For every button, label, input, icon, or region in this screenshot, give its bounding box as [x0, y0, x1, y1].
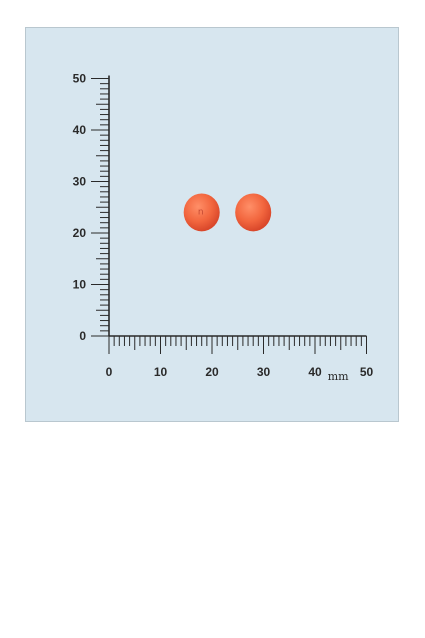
- y-label-20: 20: [73, 226, 87, 240]
- x-label-30: 30: [257, 365, 271, 379]
- ruler: [91, 75, 367, 354]
- y-label-10: 10: [73, 278, 87, 292]
- x-label-20: 20: [205, 365, 219, 379]
- tablets: n: [183, 193, 272, 232]
- x-label-50: 50: [360, 365, 374, 379]
- y-label-40: 40: [73, 123, 87, 137]
- x-label-10: 10: [154, 365, 168, 379]
- y-label-50: 50: [73, 72, 87, 86]
- tablet-imprint: n: [198, 207, 204, 217]
- tablet-left: [183, 193, 220, 232]
- y-label-0: 0: [79, 329, 86, 343]
- unit-label: mm: [328, 370, 349, 383]
- y-label-30: 30: [73, 175, 87, 189]
- x-label-0: 0: [106, 365, 113, 379]
- tablet-right: [235, 193, 272, 232]
- measurement-scene: 0 10 20 30 40 50 0 10 20 30 40 50 mm n: [73, 72, 374, 384]
- ruler-labels: 0 10 20 30 40 50 0 10 20 30 40 50 mm: [73, 72, 374, 384]
- pill-photo: 0 10 20 30 40 50 0 10 20 30 40 50 mm n: [25, 27, 399, 422]
- x-label-40: 40: [308, 365, 322, 379]
